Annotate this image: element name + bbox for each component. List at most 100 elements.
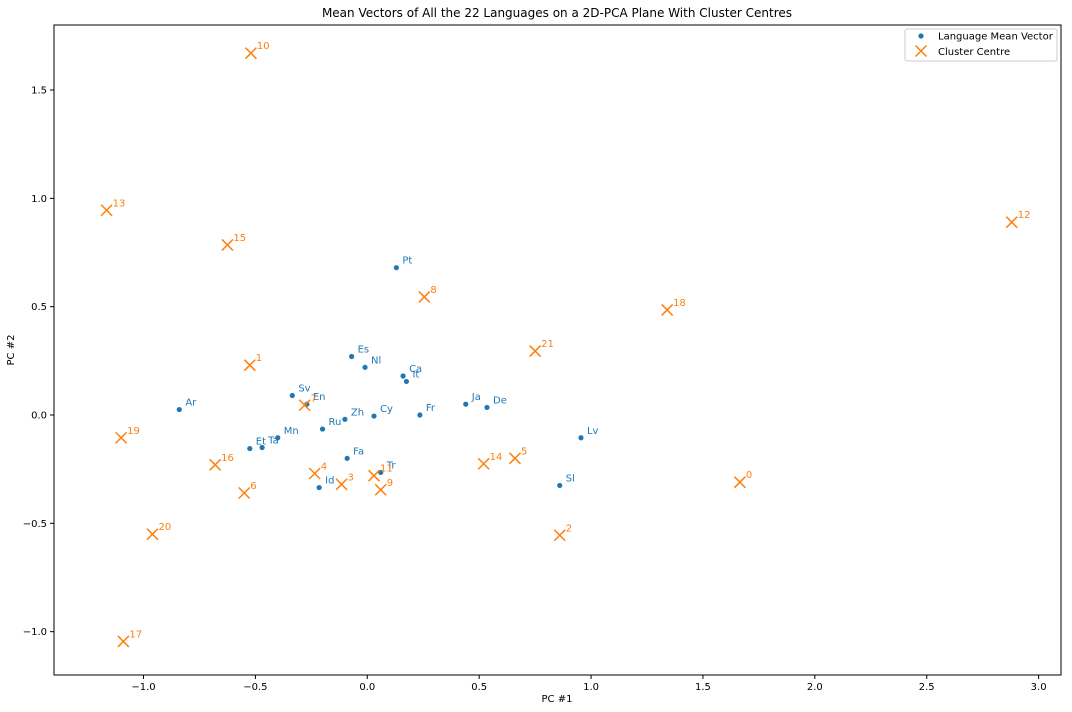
x-tick-label: −0.5	[243, 682, 267, 693]
cluster-centre-marker	[477, 457, 490, 470]
language-point	[362, 364, 368, 370]
language-point	[403, 378, 410, 385]
cluster-centre-marker	[308, 467, 321, 480]
cluster-centre-label: 4	[321, 462, 327, 473]
cluster-centre-label: 3	[348, 472, 354, 483]
y-tick-label: −1.0	[23, 627, 47, 638]
language-label: Ta	[267, 436, 279, 447]
plot-area-frame	[53, 24, 1062, 676]
x-tick-label: −1.0	[131, 682, 155, 693]
cluster-centre-marker	[117, 635, 130, 648]
cluster-centre-label: 20	[158, 522, 171, 533]
y-axis: −1.0 −0.5 0.0 0.5 1.0 1.5	[23, 86, 54, 638]
cluster-centre-marker	[243, 359, 256, 372]
language-label: Mn	[284, 426, 299, 437]
language-point	[557, 482, 563, 489]
language-label: Sl	[566, 473, 575, 484]
cluster-centre-label: 8	[430, 285, 436, 296]
chart-title: Mean Vectors of All the 22 Languages on …	[322, 6, 792, 20]
cluster-centre-marker	[374, 483, 387, 496]
language-label: Fr	[426, 403, 436, 414]
language-label: Ru	[329, 417, 342, 428]
language-label: Cy	[380, 404, 393, 415]
language-point	[400, 373, 406, 379]
language-point	[578, 435, 584, 441]
cluster-centre-marker	[508, 452, 522, 465]
language-label: Lv	[587, 426, 599, 437]
language-label: En	[313, 392, 326, 403]
cluster-centre-label: 11	[380, 464, 393, 475]
x-tick-label: 3.0	[1031, 682, 1047, 693]
legend-label-language: Language Mean Vector	[938, 32, 1054, 43]
legend-box	[904, 28, 1058, 62]
cluster-centre-label: 2	[566, 523, 572, 534]
language-point	[344, 455, 350, 461]
cluster-centre-marker	[298, 399, 311, 412]
cluster-centre-marker	[367, 469, 381, 482]
language-point	[484, 404, 490, 411]
y-tick-label: 1.5	[31, 86, 47, 97]
x-axis: −1.0 −0.5 0.0 0.5 1.0 1.5 2.0 2.5 3.0	[131, 675, 1047, 693]
cluster-centre-marker	[244, 47, 257, 60]
cluster-centre-label: 5	[521, 446, 527, 457]
cluster-centre-label: 13	[113, 198, 126, 209]
language-point	[316, 484, 322, 491]
language-point	[393, 265, 399, 271]
cluster-centre-marker	[553, 529, 566, 542]
language-label: Es	[358, 345, 370, 356]
language-point	[289, 392, 295, 399]
language-point	[342, 416, 348, 422]
language-label: Ja	[471, 392, 481, 403]
language-point	[319, 426, 326, 432]
x-tick-label: 0.0	[359, 682, 375, 693]
language-label: Tr	[386, 460, 397, 471]
legend: Language Mean Vector Cluster Centre	[904, 28, 1058, 62]
language-point	[247, 445, 253, 452]
x-axis-label: PC #1	[542, 694, 573, 705]
language-point	[349, 353, 355, 360]
cluster-centre-marker	[733, 476, 746, 489]
cluster-centre-label: 16	[221, 453, 234, 464]
cluster-centre-marker	[115, 431, 128, 444]
legend-label-cluster: Cluster Centre	[938, 47, 1010, 58]
x-tick-label: 2.0	[807, 682, 823, 693]
cluster-centre-marker	[146, 528, 159, 541]
cluster-centre-label: 19	[127, 426, 140, 437]
cluster-centre-label: 7	[311, 393, 317, 404]
cluster-centre-marker	[100, 204, 113, 217]
language-label: Pt	[402, 256, 412, 267]
cluster-centre-marker	[529, 345, 542, 358]
x-tick-label: 0.5	[471, 682, 487, 693]
language-label: Zh	[351, 407, 364, 418]
x-tick-label: 1.5	[695, 682, 711, 693]
cluster-centre-label: 21	[541, 339, 554, 350]
language-label: De	[493, 395, 507, 406]
language-label: Ar	[185, 398, 197, 409]
language-label: Sv	[298, 384, 310, 395]
y-tick-label: −0.5	[23, 519, 47, 530]
cluster-centre-label: 9	[387, 478, 393, 489]
cluster-centre-label: 18	[673, 298, 686, 309]
cluster-centre-marker	[221, 238, 234, 251]
language-point	[463, 401, 469, 407]
cluster-centre-marker	[335, 478, 348, 491]
x-tick-label: 2.5	[919, 682, 935, 693]
language-point	[417, 412, 423, 418]
language-label: Et	[256, 437, 266, 448]
legend-marker-cluster	[914, 44, 928, 58]
cluster-centre-label: 15	[233, 233, 246, 244]
cluster-centre-label: 14	[490, 452, 503, 463]
legend-marker-language	[918, 33, 924, 39]
y-axis-label: PC #2	[6, 335, 17, 366]
cluster-centre-label: 1	[256, 353, 262, 364]
cluster-centre-label: 10	[257, 41, 270, 52]
cluster-centre-label: 17	[129, 629, 142, 640]
cluster-centre-marker	[418, 290, 431, 303]
cluster-centre-marker	[209, 458, 222, 471]
language-point	[176, 406, 182, 413]
cluster-centre-marker	[661, 303, 674, 316]
cluster-centre-label: 6	[250, 481, 256, 492]
y-tick-label: 0.5	[31, 302, 47, 313]
y-tick-label: 0.0	[31, 411, 47, 422]
